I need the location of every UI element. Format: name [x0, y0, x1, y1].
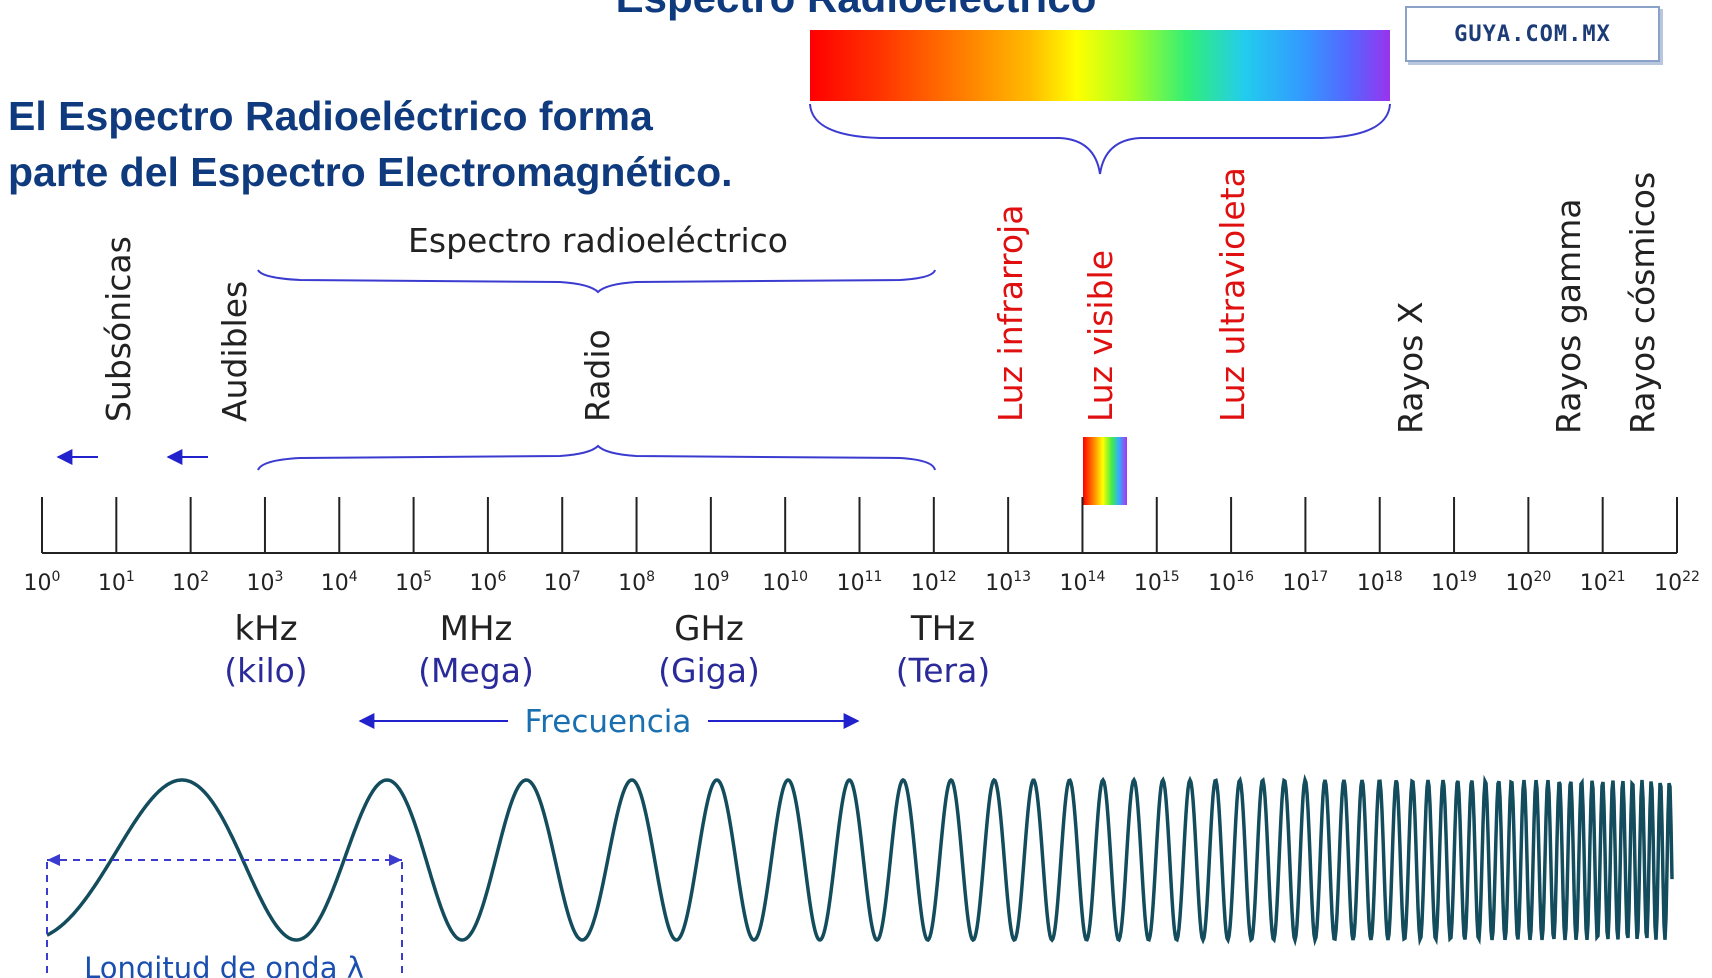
audible-label: Audibles	[215, 281, 254, 422]
axis-tick-label: 1022	[1654, 569, 1700, 596]
frequency-axis	[41, 497, 1678, 554]
visible-spectrum-brace	[809, 103, 1391, 175]
page-title: Espectro Radioeléctrico	[0, 0, 1712, 22]
axis-tick-label: 1012	[911, 569, 957, 596]
unit-mega: MHz (Mega)	[418, 609, 534, 690]
axis-tick-label: 1017	[1282, 569, 1328, 596]
radio-brace-bottom	[257, 444, 936, 471]
axis-tick-labels: 100 101 102 103 104 105 106 107 108 109 1010 1011 10…	[24, 569, 1700, 596]
axis-tick-label: 105	[395, 569, 432, 596]
xrays-label: Rayos X	[1391, 302, 1430, 434]
visible-light-swatch	[1083, 437, 1127, 505]
axis-tick-label: 107	[544, 569, 581, 596]
axis-tick-label: 1020	[1505, 569, 1551, 596]
unit-name-giga: (Giga)	[658, 651, 760, 690]
cosmic-rays-label: Rayos cósmicos	[1623, 172, 1662, 434]
axis-tick-label: 1010	[762, 569, 808, 596]
unit-tera: THz (Tera)	[896, 609, 990, 690]
unit-symbol-thz: THz	[910, 609, 975, 649]
unit-name-mega: (Mega)	[418, 651, 534, 690]
subtitle: El Espectro Radioeléctrico forma parte d…	[8, 88, 733, 200]
radio-spectrum-brace-top	[257, 269, 936, 294]
ultraviolet-label: Luz ultravioleta	[1213, 167, 1252, 422]
axis-tick-label: 1015	[1134, 569, 1180, 596]
axis-tick-label: 1018	[1357, 569, 1403, 596]
axis-tick-label: 1016	[1208, 569, 1254, 596]
axis-tick-label: 101	[98, 569, 135, 596]
frequency-label: Frecuencia	[525, 704, 692, 740]
subtitle-line-1: El Espectro Radioeléctrico forma	[8, 93, 653, 139]
unit-symbol-ghz: GHz	[674, 609, 744, 649]
unit-giga: GHz (Giga)	[658, 609, 760, 690]
axis-tick-label: 108	[618, 569, 655, 596]
gamma-rays-label: Rayos gamma	[1549, 198, 1588, 434]
wavelength-label: Longitud de onda λ	[84, 951, 364, 978]
wavelength-arrowhead-left	[47, 854, 60, 866]
unit-symbol-khz: kHz	[234, 609, 297, 649]
axis-tick-label: 1019	[1431, 569, 1477, 596]
wavelength-arrowhead-right	[389, 854, 402, 866]
subtitle-line-2: parte del Espectro Electromagnético.	[8, 149, 733, 195]
unit-name-kilo: (kilo)	[224, 651, 307, 690]
subsonic-label: Subsónicas	[99, 236, 138, 422]
radio-spectrum-label: Espectro radioeléctrico	[408, 221, 788, 260]
infrared-label: Luz infrarroja	[991, 205, 1030, 422]
radio-label: Radio	[578, 329, 617, 422]
axis-tick-label: 100	[24, 569, 61, 596]
axis-tick-label: 1014	[1060, 569, 1106, 596]
axis-tick-label: 104	[321, 569, 358, 596]
axis-tick-label: 102	[172, 569, 209, 596]
visible-spectrum-bar	[810, 30, 1390, 101]
axis-tick-label: 109	[692, 569, 729, 596]
unit-kilo: kHz (kilo)	[224, 609, 307, 690]
axis-tick-label: 106	[469, 569, 506, 596]
axis-tick-label: 1011	[837, 569, 883, 596]
unit-name-tera: (Tera)	[896, 651, 990, 690]
wave-curve	[46, 773, 1674, 947]
axis-tick-label: 103	[246, 569, 283, 596]
axis-tick-label: 1013	[985, 569, 1031, 596]
visible-light-label: Luz visible	[1081, 250, 1120, 422]
axis-tick-label: 1021	[1580, 569, 1626, 596]
watermark-badge: GUYA.COM.MX	[1405, 6, 1660, 62]
unit-symbol-mhz: MHz	[440, 609, 513, 649]
